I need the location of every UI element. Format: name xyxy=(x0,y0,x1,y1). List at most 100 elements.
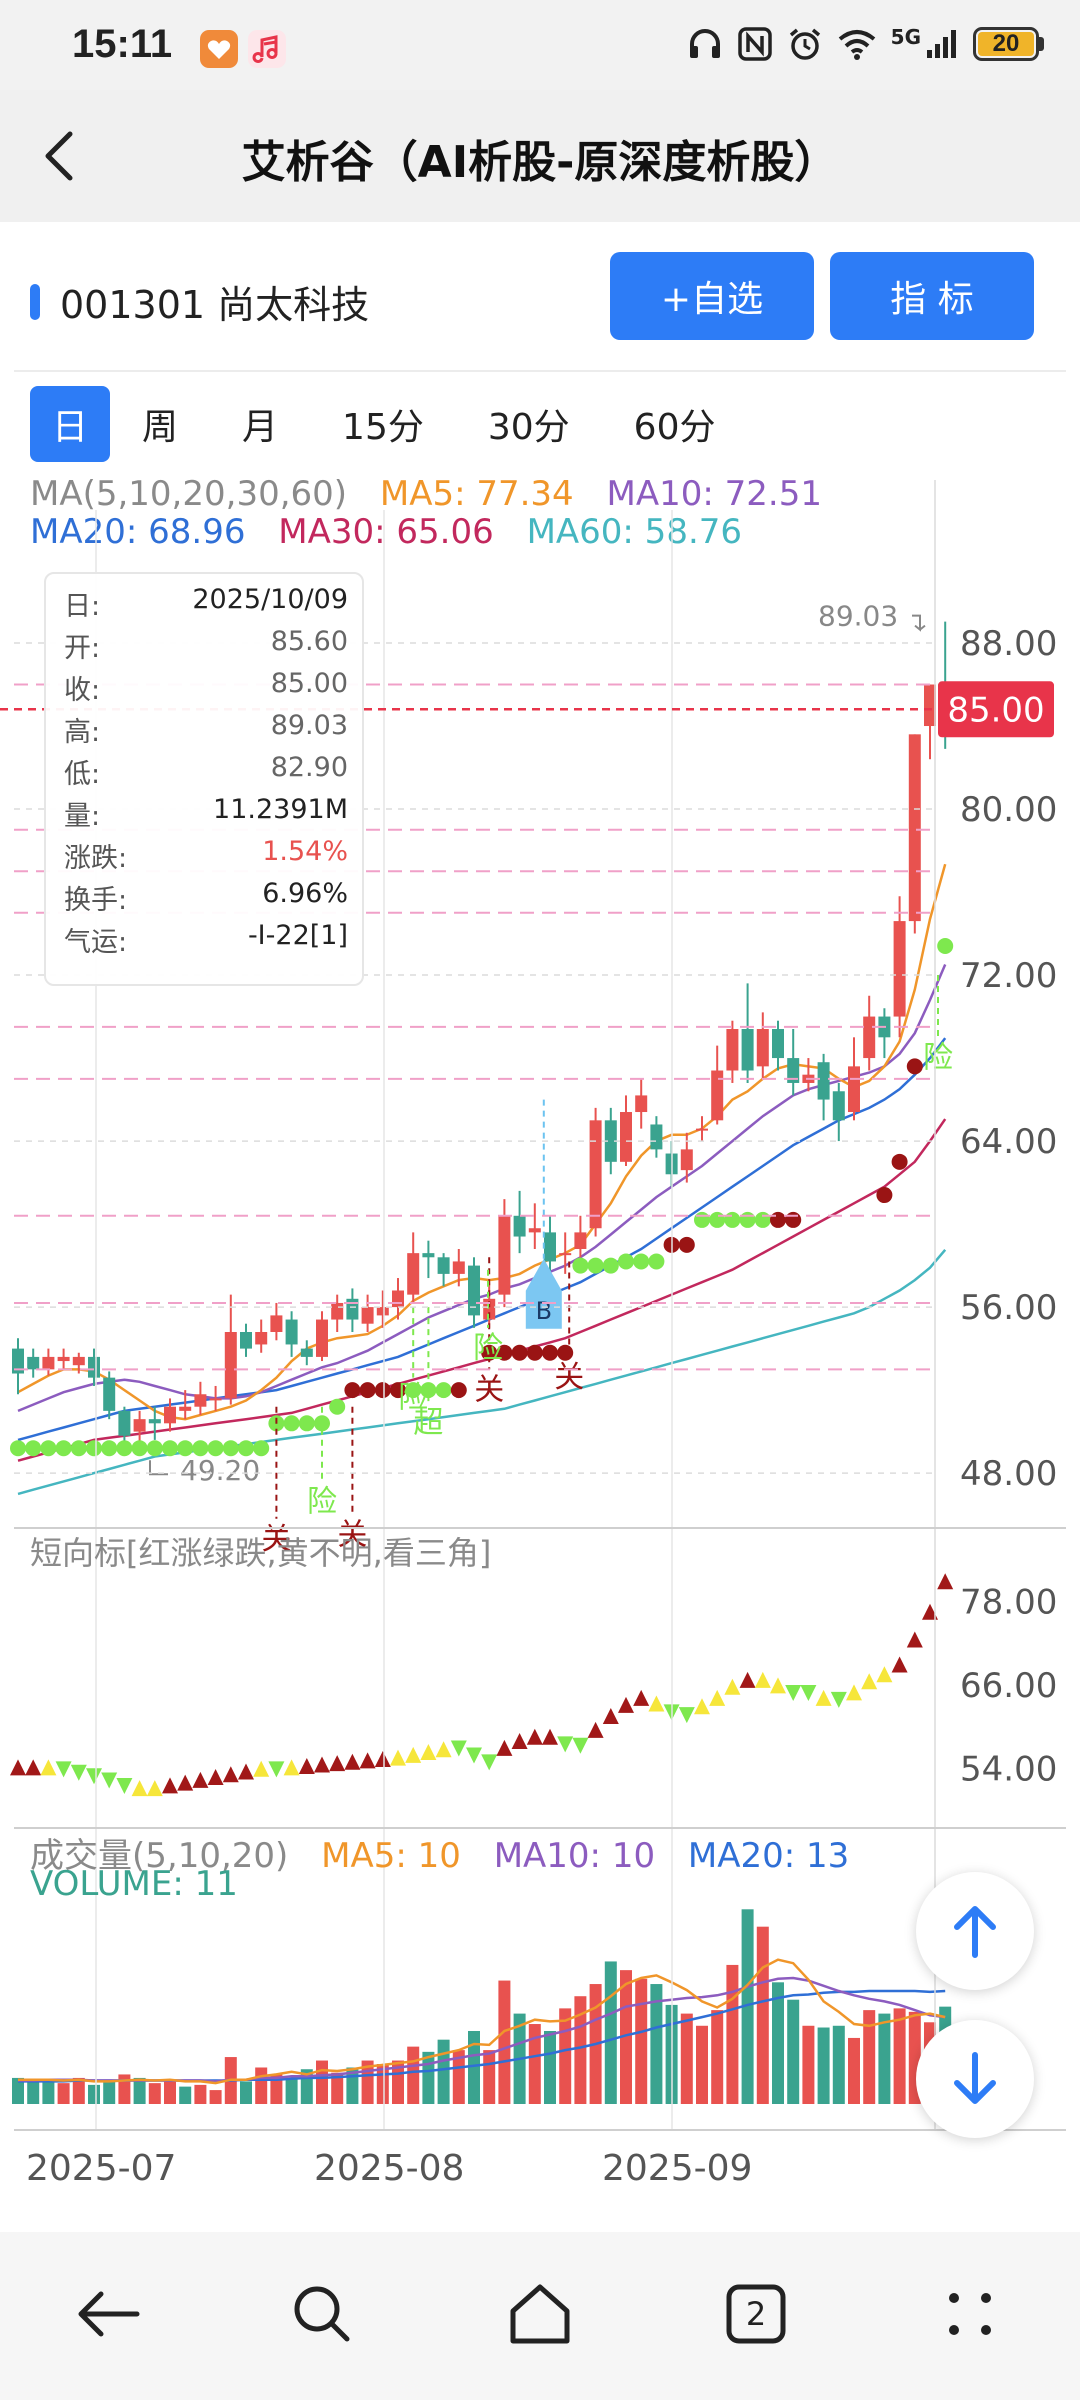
info-value: 2025/10/09 xyxy=(192,584,348,615)
high-marker-arrow xyxy=(912,614,926,632)
volume-bar xyxy=(179,2086,192,2104)
nav-menu-button[interactable] xyxy=(930,2274,1010,2354)
trend-triangle xyxy=(283,1759,300,1776)
buy-marker-label: B xyxy=(536,1297,552,1325)
candle-body xyxy=(285,1319,298,1345)
nav-home-button[interactable] xyxy=(500,2274,580,2354)
nav-search-button[interactable] xyxy=(282,2274,362,2354)
trend-triangle xyxy=(648,1695,665,1712)
volume-bar xyxy=(133,2077,146,2104)
y-tick-label: 64.00 xyxy=(960,1122,1057,1162)
tab-60min[interactable]: 60分 xyxy=(633,407,716,448)
stock-header: 001301 尚太科技 +自选 指 标 xyxy=(0,222,1080,372)
candle-body xyxy=(452,1261,465,1274)
info-label: 开: xyxy=(64,633,101,664)
scroll-up-button[interactable] xyxy=(916,1872,1034,1990)
volume-bar xyxy=(741,1909,754,2104)
candle-body xyxy=(118,1410,131,1436)
candle-body xyxy=(832,1091,845,1121)
signal-dot xyxy=(420,1382,437,1399)
candle-body xyxy=(361,1307,374,1324)
trend-triangle xyxy=(25,1759,42,1776)
trend-triangle xyxy=(542,1728,558,1745)
signal-dot xyxy=(633,1253,650,1270)
volume-bar xyxy=(148,2083,161,2104)
candle-body xyxy=(42,1356,55,1370)
trend-triangle xyxy=(633,1689,650,1706)
volume-bar xyxy=(285,2077,298,2104)
candle-body xyxy=(437,1257,450,1274)
candle-body xyxy=(513,1215,526,1237)
candle-body xyxy=(392,1290,404,1308)
volume-bar xyxy=(407,2046,420,2104)
signal-dot xyxy=(876,1187,893,1204)
trend-triangle xyxy=(390,1749,406,1766)
info-value: 82.90 xyxy=(270,752,348,783)
current-price-badge xyxy=(938,681,1054,738)
ma60-value: MA60: 58.76 xyxy=(526,512,743,552)
info-value: 85.60 xyxy=(270,626,348,657)
info-label: 量: xyxy=(64,801,101,832)
nav-tabs-button[interactable]: 2 xyxy=(716,2274,796,2354)
trend-triangle xyxy=(785,1684,802,1701)
info-value: 11.2391M xyxy=(213,794,348,825)
battery-level: 20 xyxy=(978,30,1034,57)
candle-body xyxy=(650,1124,663,1150)
candle-body xyxy=(863,1016,876,1059)
signal-dot xyxy=(694,1211,710,1228)
search-icon xyxy=(294,2286,350,2342)
add-watchlist-button[interactable]: +自选 xyxy=(610,252,814,340)
volume-bar xyxy=(680,2013,693,2104)
candle-body xyxy=(331,1302,344,1320)
tab-week[interactable]: 周 xyxy=(142,407,179,448)
volume-bar xyxy=(392,2060,404,2104)
ma20-line xyxy=(17,1037,947,1442)
signal-dot xyxy=(177,1440,194,1457)
trend-triangle xyxy=(10,1759,26,1776)
candle-body xyxy=(72,1356,85,1366)
trend-triangle xyxy=(101,1772,118,1789)
indicator-button[interactable]: 指 标 xyxy=(830,252,1034,340)
candle-info-panel: 日: 2025/10/09 开: 85.60 收: 85.00 高: 89.03 低: 8… xyxy=(44,572,364,986)
short-indicator-title: 短向标[红涨绿跌,黄不明,看三角] xyxy=(30,1534,492,1572)
signal-dot xyxy=(496,1344,513,1361)
back-button[interactable] xyxy=(30,118,100,194)
info-value: 85.00 xyxy=(270,668,348,699)
candle-body xyxy=(224,1332,237,1399)
signal-dot xyxy=(101,1440,118,1457)
trend-triangle xyxy=(222,1766,239,1783)
dots-grid-icon xyxy=(949,2293,991,2335)
candle-body xyxy=(726,1029,739,1071)
trend-triangle xyxy=(329,1755,346,1772)
vol-ma10-value: MA10: 10 xyxy=(493,1836,656,1876)
volume-bar xyxy=(42,2079,55,2104)
trend-triangle xyxy=(557,1736,574,1753)
signal-icon xyxy=(927,30,956,58)
volume-bar xyxy=(620,1970,632,2104)
scroll-down-button[interactable] xyxy=(916,2020,1034,2138)
tab-15min[interactable]: 15分 xyxy=(342,407,424,448)
signal-dot xyxy=(10,1440,26,1457)
signal-dot xyxy=(359,1382,376,1399)
y-tick-label: 88.00 xyxy=(960,624,1057,664)
info-value: -I-22[1] xyxy=(247,920,348,951)
candle-body xyxy=(148,1419,161,1424)
signal-dot xyxy=(329,1398,346,1415)
volume-bar xyxy=(164,2079,176,2104)
candle-body xyxy=(635,1095,648,1113)
ma20-value: MA20: 68.96 xyxy=(30,512,246,552)
period-tabs: 日 周 月 15分 30分 60分 xyxy=(30,386,747,462)
signal-dot xyxy=(739,1211,756,1228)
info-label: 收: xyxy=(64,675,101,706)
volume-bar xyxy=(468,2030,480,2104)
tab-30min[interactable]: 30分 xyxy=(487,407,570,448)
tab-month[interactable]: 月 xyxy=(242,407,279,448)
nav-back-button[interactable] xyxy=(68,2274,148,2354)
candle-body xyxy=(483,1298,496,1320)
candle-body xyxy=(346,1298,359,1320)
trend-triangle xyxy=(55,1761,72,1778)
browser-nav-bar: 2 xyxy=(0,2232,1080,2400)
tab-day[interactable]: 日 xyxy=(30,386,111,462)
volume-bar xyxy=(103,2081,116,2104)
